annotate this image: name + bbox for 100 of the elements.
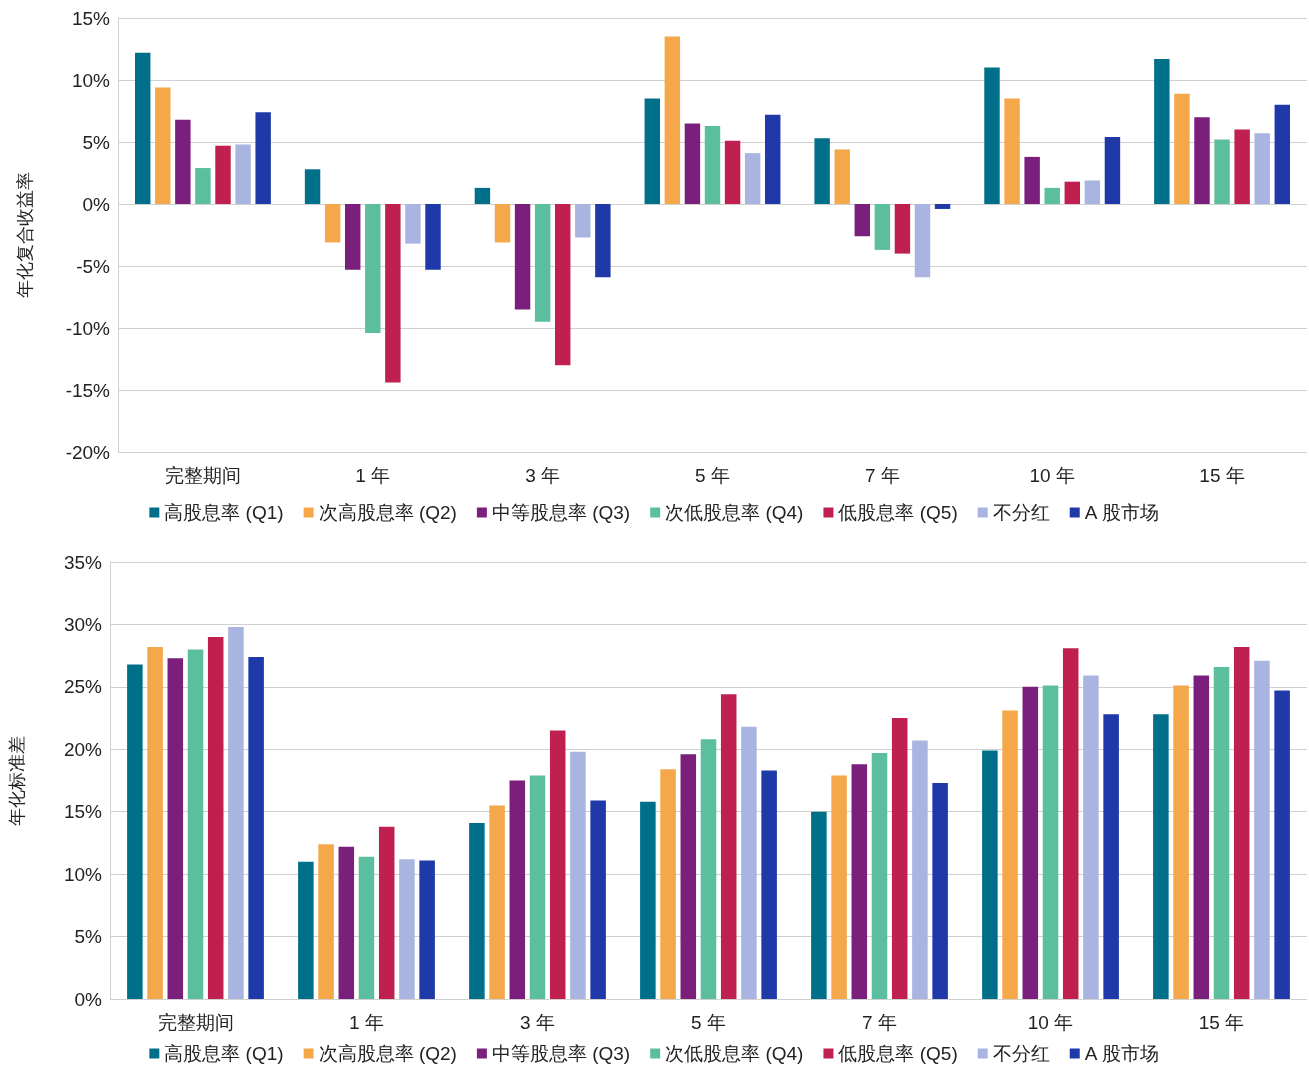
bar	[1193, 675, 1210, 999]
bar	[1174, 93, 1190, 204]
bar	[854, 204, 870, 237]
bar	[834, 149, 850, 204]
bar	[248, 656, 264, 999]
bar	[509, 780, 526, 999]
legend-label: A 股市场	[1084, 1043, 1159, 1064]
legend-label: 中等股息率 (Q3)	[491, 502, 631, 523]
bar	[590, 800, 606, 999]
x-tick-label: 完整期间	[157, 1012, 234, 1033]
x-tick-label: 5 年	[691, 1012, 726, 1033]
bar	[1083, 675, 1099, 999]
bar	[894, 204, 911, 254]
bar	[474, 187, 491, 204]
x-tick-label: 完整期间	[164, 465, 241, 486]
bar	[1104, 137, 1121, 204]
bar	[385, 204, 401, 383]
bar	[489, 805, 505, 999]
x-tick-label: 3 年	[520, 1012, 555, 1033]
y-tick-label: 15%	[63, 801, 103, 823]
bar	[147, 646, 163, 999]
bar	[318, 844, 334, 999]
bar	[814, 138, 830, 204]
bar	[344, 204, 361, 270]
bar	[1103, 714, 1119, 999]
bar	[831, 775, 847, 999]
legend-label: 高股息率 (Q1)	[164, 1043, 284, 1064]
bar	[640, 801, 656, 999]
bar	[1234, 129, 1250, 204]
x-tick-label: 15 年	[1199, 465, 1245, 486]
bar	[514, 204, 531, 310]
bar	[744, 153, 761, 204]
legend-label: 低股息率 (Q5)	[838, 502, 958, 523]
bar	[570, 751, 586, 999]
bar	[195, 168, 211, 204]
x-tick-label: 3 年	[525, 465, 561, 486]
bar	[680, 754, 697, 999]
y-tick-label: 10%	[63, 863, 103, 885]
bar	[1042, 685, 1059, 999]
bar	[405, 204, 421, 244]
bar	[555, 204, 571, 366]
bar	[700, 739, 717, 999]
y-tick-label: 0%	[74, 988, 103, 1010]
y-tick-label: 5%	[74, 926, 103, 948]
bar	[724, 140, 741, 204]
legend-label: 不分红	[992, 502, 1050, 523]
bar	[378, 826, 395, 999]
bar	[425, 204, 441, 270]
bar	[127, 664, 143, 999]
y-tick-label: 25%	[63, 676, 103, 698]
x-tick-label: 1 年	[349, 1012, 384, 1033]
bar	[338, 846, 355, 999]
bar	[358, 856, 375, 999]
bar	[304, 169, 321, 204]
x-tick-label: 7 年	[862, 1012, 897, 1033]
bar	[215, 145, 231, 204]
bar	[871, 753, 888, 999]
bar	[1173, 685, 1189, 999]
bar	[167, 658, 184, 999]
bar	[1214, 139, 1230, 204]
bar	[932, 783, 948, 999]
bar	[494, 204, 511, 243]
bar	[1004, 98, 1020, 204]
legend-label: 次高股息率 (Q2)	[318, 1043, 457, 1064]
bar	[595, 204, 611, 278]
bar	[704, 125, 721, 204]
bar	[1233, 646, 1250, 999]
y-tick-label: -20%	[65, 441, 111, 463]
bar	[529, 775, 546, 999]
bar	[914, 204, 931, 278]
y-tick-label: 30%	[63, 613, 103, 635]
bar	[207, 636, 224, 999]
y-tick-label: 20%	[63, 738, 103, 760]
legend-label: 中等股息率 (Q3)	[491, 1043, 631, 1064]
y-tick-label: -10%	[65, 317, 111, 339]
y-tick-label: -5%	[76, 255, 111, 277]
y-tick-label: 5%	[82, 131, 111, 153]
y-tick-label: -15%	[65, 379, 111, 401]
bar	[324, 204, 341, 243]
bar	[1254, 133, 1270, 204]
bar	[255, 112, 271, 204]
bar	[891, 718, 908, 999]
bar	[419, 860, 435, 999]
bar	[982, 750, 998, 999]
bar	[469, 822, 485, 999]
x-tick-label: 10 年	[1029, 465, 1075, 486]
legend-label: A 股市场	[1084, 502, 1159, 523]
x-tick-label: 1 年	[355, 465, 391, 486]
bar	[1194, 117, 1210, 204]
bar	[365, 204, 381, 333]
y-tick-label: 0%	[82, 193, 111, 215]
bar	[134, 52, 151, 204]
bar	[534, 204, 551, 322]
bar	[1274, 690, 1290, 999]
bar	[874, 204, 891, 250]
bar	[187, 649, 204, 999]
bar	[1153, 714, 1169, 999]
x-tick-label: 5 年	[695, 465, 730, 486]
bar	[1154, 58, 1170, 204]
bar	[761, 770, 777, 999]
